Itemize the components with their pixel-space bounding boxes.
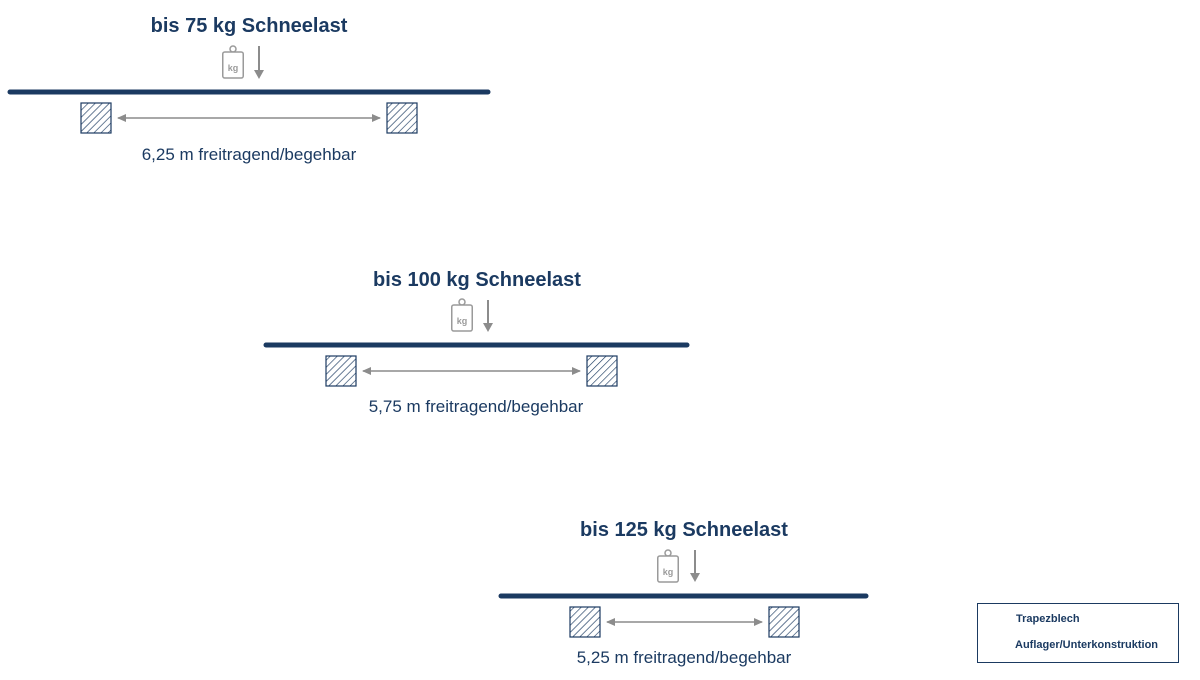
span-label-75: 6,25 m freitragend/begehbar <box>141 145 357 164</box>
load-case-75: kg <box>7 45 491 134</box>
weight-icon: kg <box>657 549 679 583</box>
support-left <box>325 355 357 387</box>
span-label-100: 5,75 m freitragend/begehbar <box>368 397 584 416</box>
load-case-100: kg <box>263 298 690 387</box>
load-title-125: bis 125 kg Schneelast <box>580 519 788 541</box>
load-arrow <box>254 46 264 79</box>
weight-icon: kg <box>222 45 244 79</box>
support-right <box>768 606 800 638</box>
svg-text:kg: kg <box>228 63 239 73</box>
legend-sheet-label: Trapezblech <box>1016 613 1080 625</box>
load-title-100: bis 100 kg Schneelast <box>373 269 581 291</box>
load-title-75: bis 75 kg Schneelast <box>150 15 348 37</box>
span-label-125: 5,25 m freitragend/begehbar <box>576 648 792 667</box>
load-case-125: kg <box>498 549 869 638</box>
legend <box>977 603 1179 663</box>
svg-text:kg: kg <box>663 567 674 577</box>
load-arrow <box>690 550 700 582</box>
load-arrow <box>483 300 493 332</box>
svg-text:kg: kg <box>457 316 468 326</box>
weight-icon: kg <box>451 298 473 332</box>
legend-support-label: Auflager/Unterkonstruktion <box>1015 639 1159 651</box>
support-left <box>80 102 112 134</box>
support-left <box>569 606 601 638</box>
support-right <box>586 355 618 387</box>
support-right <box>386 102 418 134</box>
